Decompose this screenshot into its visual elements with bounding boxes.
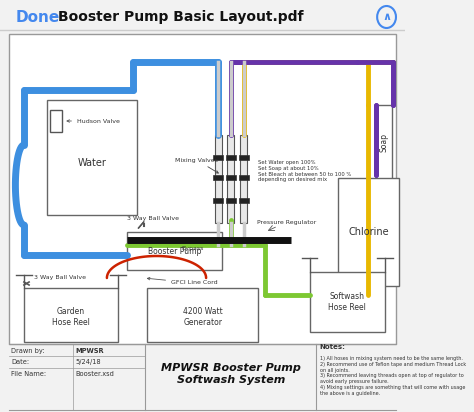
Bar [226, 198, 236, 203]
Text: File Name:: File Name: [11, 371, 46, 377]
Text: Booster.xsd: Booster.xsd [75, 371, 114, 377]
Text: Soap: Soap [380, 133, 389, 152]
Bar [338, 178, 400, 286]
Text: Hudson Valve: Hudson Valve [67, 119, 120, 124]
Text: 1) All hoses in mixing system need to be the same length.
2) Recommend use of Te: 1) All hoses in mixing system need to be… [320, 356, 466, 396]
Bar [50, 110, 63, 132]
Text: Done: Done [15, 9, 60, 24]
Text: Pressure Regulator: Pressure Regulator [256, 220, 316, 225]
Text: 3 Way Ball Valve: 3 Way Ball Valve [34, 274, 86, 279]
Text: Notes:: Notes: [320, 344, 346, 350]
Text: MPWSR: MPWSR [75, 348, 104, 354]
Bar [24, 288, 118, 342]
Text: GFCI Line Cord: GFCI Line Cord [147, 277, 218, 286]
Text: Drawn by:: Drawn by: [11, 348, 45, 354]
Bar [238, 198, 249, 203]
Text: Mixing Valves: Mixing Valves [175, 157, 219, 173]
Text: ∧: ∧ [382, 12, 391, 22]
Bar [127, 232, 222, 270]
Bar [47, 100, 137, 215]
Bar [226, 175, 236, 180]
Text: 4200 Watt
Generator: 4200 Watt Generator [183, 307, 223, 327]
Text: Bypass: Bypass [181, 246, 204, 251]
Text: Set Water open 100%
Set Soap at about 10%
Set Bleach at between 50 to 100 %
depe: Set Water open 100% Set Soap at about 10… [258, 160, 352, 183]
Text: 5/24/18: 5/24/18 [75, 359, 101, 365]
Bar [9, 34, 396, 344]
Bar [228, 135, 234, 223]
Text: MPWSR Booster Pump
Softwash System: MPWSR Booster Pump Softwash System [161, 363, 301, 385]
Bar [226, 155, 236, 160]
Text: Date:: Date: [11, 359, 29, 365]
Text: 3 Way Ball Valve: 3 Way Ball Valve [127, 215, 179, 220]
Bar [310, 272, 385, 332]
Bar [213, 155, 223, 160]
Text: Chlorine: Chlorine [348, 227, 389, 237]
Bar [215, 135, 221, 223]
Text: Water: Water [78, 158, 107, 168]
Bar [147, 288, 258, 342]
Text: Booster Pump: Booster Pump [148, 246, 201, 255]
Bar [213, 198, 223, 203]
Text: Garden
Hose Reel: Garden Hose Reel [52, 307, 90, 327]
Bar [238, 175, 249, 180]
Bar [213, 175, 223, 180]
Bar [238, 155, 249, 160]
Text: Softwash
Hose Reel: Softwash Hose Reel [328, 292, 366, 312]
Bar [376, 105, 392, 180]
Text: Booster Pump Basic Layout.pdf: Booster Pump Basic Layout.pdf [58, 10, 304, 24]
Bar [240, 135, 247, 223]
